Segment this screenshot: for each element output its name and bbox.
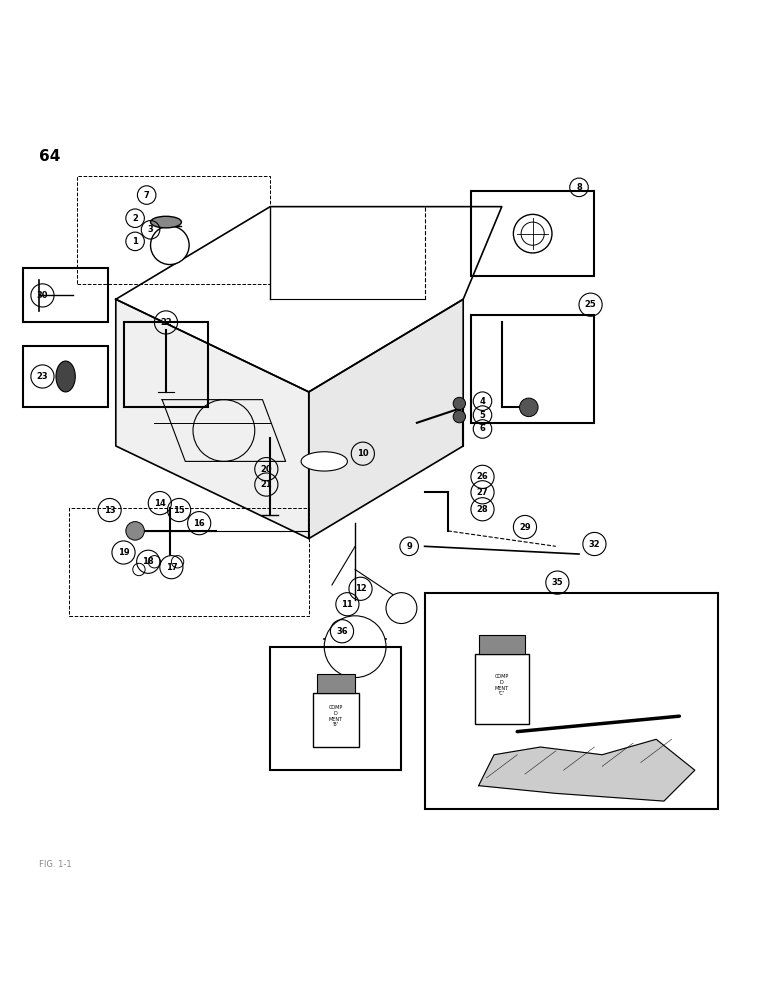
Text: 12: 12 <box>354 584 367 593</box>
Text: 27: 27 <box>476 488 489 497</box>
Text: 28: 28 <box>476 505 489 514</box>
Text: COMP
D
MENT
'C': COMP D MENT 'C' <box>495 674 509 696</box>
Text: 7: 7 <box>144 191 150 200</box>
Text: 13: 13 <box>103 506 116 515</box>
Circle shape <box>520 398 538 417</box>
Text: 35: 35 <box>551 578 564 587</box>
Text: 9: 9 <box>406 542 412 551</box>
Text: 17: 17 <box>165 563 178 572</box>
Circle shape <box>513 214 552 253</box>
Bar <box>471 191 594 276</box>
Text: 19: 19 <box>117 548 130 557</box>
Text: 3: 3 <box>147 225 154 234</box>
Text: 2: 2 <box>132 214 138 223</box>
Text: 25: 25 <box>584 300 597 309</box>
Bar <box>425 593 718 809</box>
Ellipse shape <box>151 216 181 228</box>
Text: 22: 22 <box>160 318 172 327</box>
Bar <box>124 322 208 407</box>
Text: 18: 18 <box>142 557 154 566</box>
Text: 23: 23 <box>36 372 49 381</box>
Text: FIG. 1-1: FIG. 1-1 <box>39 860 71 869</box>
Text: 6: 6 <box>479 424 486 433</box>
Text: 11: 11 <box>341 600 354 609</box>
Circle shape <box>133 563 145 576</box>
Circle shape <box>453 397 466 410</box>
Polygon shape <box>309 299 463 539</box>
Circle shape <box>453 410 466 423</box>
Text: 16: 16 <box>193 519 205 528</box>
Bar <box>313 693 359 747</box>
Bar <box>475 654 529 724</box>
Ellipse shape <box>56 361 75 392</box>
Circle shape <box>151 226 189 265</box>
Text: 20: 20 <box>260 465 273 474</box>
Text: 21: 21 <box>260 480 273 489</box>
Text: 10: 10 <box>357 449 369 458</box>
Bar <box>270 647 401 770</box>
Bar <box>471 315 594 423</box>
Text: 14: 14 <box>154 499 166 508</box>
Text: 8: 8 <box>576 183 582 192</box>
Text: 32: 32 <box>588 540 601 549</box>
Text: 64: 64 <box>39 149 60 164</box>
Text: 26: 26 <box>476 472 489 481</box>
Text: 15: 15 <box>173 506 185 515</box>
Text: COMP
D
MENT
'B': COMP D MENT 'B' <box>329 705 343 727</box>
Text: 4: 4 <box>479 397 486 406</box>
Text: 5: 5 <box>479 411 486 420</box>
Bar <box>479 635 525 654</box>
Bar <box>23 346 108 407</box>
Polygon shape <box>479 739 695 801</box>
Circle shape <box>171 556 184 568</box>
Circle shape <box>126 522 144 540</box>
Text: 30: 30 <box>37 291 48 300</box>
Bar <box>317 674 355 693</box>
Text: 36: 36 <box>336 627 348 636</box>
Ellipse shape <box>301 452 347 471</box>
Polygon shape <box>116 207 502 392</box>
Circle shape <box>386 593 417 624</box>
Circle shape <box>148 556 161 568</box>
Text: 29: 29 <box>519 523 531 532</box>
Polygon shape <box>116 299 309 539</box>
Text: 1: 1 <box>132 237 138 246</box>
Circle shape <box>324 616 386 678</box>
Bar <box>23 268 108 322</box>
